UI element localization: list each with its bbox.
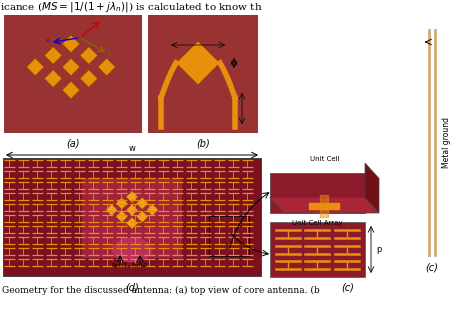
Polygon shape <box>126 191 138 203</box>
Polygon shape <box>44 46 62 64</box>
Text: Port2: Port2 <box>132 263 148 268</box>
Bar <box>4 15 142 133</box>
Bar <box>3 158 261 276</box>
Polygon shape <box>80 69 98 87</box>
Text: (c): (c) <box>341 283 354 293</box>
Text: (c): (c) <box>426 263 438 273</box>
Text: p: p <box>376 245 382 254</box>
Polygon shape <box>98 58 116 76</box>
Polygon shape <box>62 35 80 53</box>
Text: Metal ground: Metal ground <box>442 117 451 168</box>
Polygon shape <box>106 204 118 216</box>
Polygon shape <box>116 197 128 209</box>
Polygon shape <box>136 197 148 209</box>
Text: Unit Cell: Unit Cell <box>310 156 339 162</box>
Text: (b): (b) <box>196 139 210 149</box>
Polygon shape <box>126 204 138 216</box>
Text: Port1: Port1 <box>112 263 128 268</box>
Polygon shape <box>62 81 80 99</box>
Polygon shape <box>80 46 98 64</box>
Text: y: y <box>108 51 112 56</box>
Text: Geometry for the discussed antenna: (a) top view of core antenna. (b: Geometry for the discussed antenna: (a) … <box>2 286 320 295</box>
Polygon shape <box>44 69 62 87</box>
Text: x: x <box>46 38 50 43</box>
Polygon shape <box>176 41 220 85</box>
Text: (d): (d) <box>125 282 139 292</box>
Bar <box>148 15 258 133</box>
Polygon shape <box>62 58 80 76</box>
Bar <box>82 178 182 258</box>
Bar <box>270 173 365 213</box>
Polygon shape <box>116 210 128 223</box>
Ellipse shape <box>112 237 152 263</box>
Polygon shape <box>26 58 44 76</box>
Polygon shape <box>126 217 138 229</box>
Text: Unit Cell Array: Unit Cell Array <box>292 220 343 226</box>
Polygon shape <box>146 204 158 216</box>
Text: icance ($MS = |1/(1 + j\lambda_n)|$) is calculated to know th: icance ($MS = |1/(1 + j\lambda_n)|$) is … <box>0 0 263 14</box>
Text: (a): (a) <box>66 139 80 149</box>
Bar <box>270 222 365 277</box>
Bar <box>209 216 249 256</box>
Polygon shape <box>270 197 379 213</box>
Polygon shape <box>136 210 148 223</box>
Text: w: w <box>128 144 136 153</box>
Polygon shape <box>365 163 379 213</box>
